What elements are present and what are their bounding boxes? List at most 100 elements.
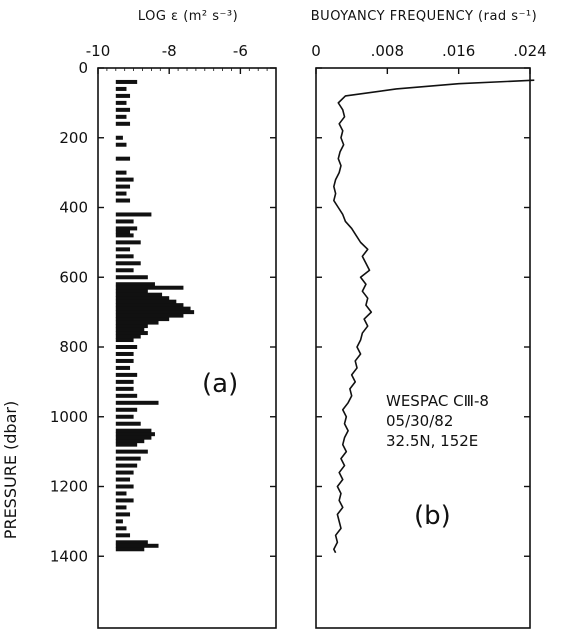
- panel-a-bar: [115, 512, 131, 517]
- panel-a-bar: [115, 491, 127, 496]
- panel-a-bar: [115, 543, 159, 548]
- panel-a-bar: [115, 407, 138, 412]
- panel-a-bar: [115, 303, 184, 308]
- panel-a-bar: [115, 358, 134, 363]
- panel-a-bar: [115, 254, 134, 259]
- panel-a-bar: [115, 421, 141, 426]
- panel-a-bar: [115, 310, 195, 315]
- panel-a-bar: [115, 191, 127, 196]
- panel-a-bar: [115, 414, 134, 419]
- panel-b-frame: [315, 67, 531, 629]
- panel-a-bar: [115, 86, 127, 91]
- y-tick-label: 1000: [50, 408, 88, 426]
- panel-a-bar: [115, 240, 141, 245]
- panel-a-bar: [115, 261, 141, 266]
- panel-a-bar: [115, 345, 138, 349]
- panel-a-bar: [115, 320, 159, 325]
- panel-b-line: [333, 79, 535, 554]
- panel-a-bar: [115, 79, 138, 84]
- panel-a-bar: [115, 432, 155, 437]
- panel-a-bar: [115, 331, 148, 336]
- y-tick-label: 1200: [50, 478, 88, 496]
- panel-a-bar: [115, 435, 152, 440]
- panel-a-bar: [115, 233, 134, 238]
- panel-a-bar: [115, 477, 131, 482]
- y-tick-label: 400: [59, 199, 88, 217]
- panel-a-x-tick-label: -8: [162, 42, 177, 60]
- panel-a-bar: [115, 324, 148, 329]
- panel-a-letter: (a): [202, 369, 238, 399]
- panel-b-x-tick-label: .024: [513, 42, 546, 60]
- panel-a-bar: [115, 379, 134, 384]
- y-tick-label: 600: [59, 268, 88, 286]
- panel-a-x-tick-label: -6: [233, 42, 248, 60]
- y-axis-label: PRESSURE (dbar): [1, 401, 20, 539]
- panel-a-bar: [115, 93, 131, 98]
- panel-a-bar: [115, 439, 145, 444]
- panel-a-bar: [115, 540, 148, 545]
- panel-a-bar: [115, 247, 131, 252]
- panel-a-bar: [115, 100, 127, 105]
- panel-a-bar: [115, 156, 131, 161]
- panel-a-bar: [115, 282, 155, 287]
- panel-a-bar: [115, 484, 134, 489]
- panel-a-bar: [115, 219, 134, 224]
- panel-a-bar: [115, 177, 134, 182]
- panel-a-bar: [115, 317, 170, 322]
- y-tick-label: 0: [78, 59, 88, 77]
- panel-a-bar: [115, 289, 148, 294]
- panel-a-bar: [115, 268, 134, 273]
- panel-a-bar: [115, 505, 127, 510]
- panel-a-bar: [115, 292, 163, 297]
- panel-a-bar: [115, 275, 148, 280]
- panel-a-bar: [115, 142, 127, 147]
- panel-b: 0 .008 .016 .024: [311, 42, 547, 557]
- y-tick-label: 800: [59, 338, 88, 356]
- panel-b-title: BUOYANCY FREQUENCY (rad s⁻¹): [311, 9, 537, 24]
- panel-a-bar: [115, 393, 138, 398]
- panel-a-bar: [115, 334, 141, 339]
- panel-a-bar: [115, 135, 123, 140]
- y-tick-label: 200: [59, 129, 88, 147]
- panel-a-bar: [115, 351, 134, 356]
- panel-a-bar: [115, 400, 159, 405]
- panel-a-bar: [115, 170, 127, 175]
- panel-a-bar: [115, 299, 177, 304]
- panel-a-bar: [115, 313, 184, 318]
- panel-a-bar: [115, 365, 131, 370]
- panel-a-bar: [115, 226, 138, 231]
- panel-a-title: LOG ε (m² s⁻³): [138, 9, 238, 24]
- panel-a-bar: [115, 456, 141, 461]
- panel-a-bar: [115, 428, 152, 433]
- panel-a-bar: [115, 285, 184, 290]
- panel-a-bar: [115, 121, 131, 126]
- panel-a-bar: [115, 463, 138, 468]
- panel-a-bar: [115, 533, 131, 538]
- panel-a-bar: [115, 547, 145, 552]
- panel-a-bar: [115, 386, 134, 391]
- panel-a-bar: [115, 526, 127, 531]
- panel-a-bar: [115, 498, 134, 503]
- panel-a-bar: [115, 229, 131, 234]
- panel-a-bar: [115, 114, 127, 119]
- panel-a-bar: [115, 184, 131, 189]
- panel-a-bar: [115, 338, 134, 343]
- panel-a-bar: [115, 306, 191, 311]
- panel-a-bar: [115, 372, 138, 377]
- position-label: 32.5N, 152E: [386, 432, 478, 450]
- panel-a-bar: [115, 296, 170, 301]
- panel-a-bar: [115, 327, 145, 332]
- panel-a-bar: [115, 519, 123, 524]
- panel-a-bar: [115, 198, 131, 203]
- panel-a-bar: [115, 470, 134, 475]
- panel-a-bar: [115, 442, 138, 447]
- panel-b-x-tick-label: 0: [311, 42, 321, 60]
- panel-b-x-tick-label: .016: [442, 42, 475, 60]
- y-tick-label: 1400: [50, 547, 88, 565]
- panel-b-letter: (b): [414, 501, 451, 531]
- panel-a-bar: [115, 212, 152, 217]
- panel-b-x-tick-label: .008: [371, 42, 404, 60]
- panel-a-bar: [115, 449, 148, 454]
- panel-a-x-tick-label: -10: [86, 42, 111, 60]
